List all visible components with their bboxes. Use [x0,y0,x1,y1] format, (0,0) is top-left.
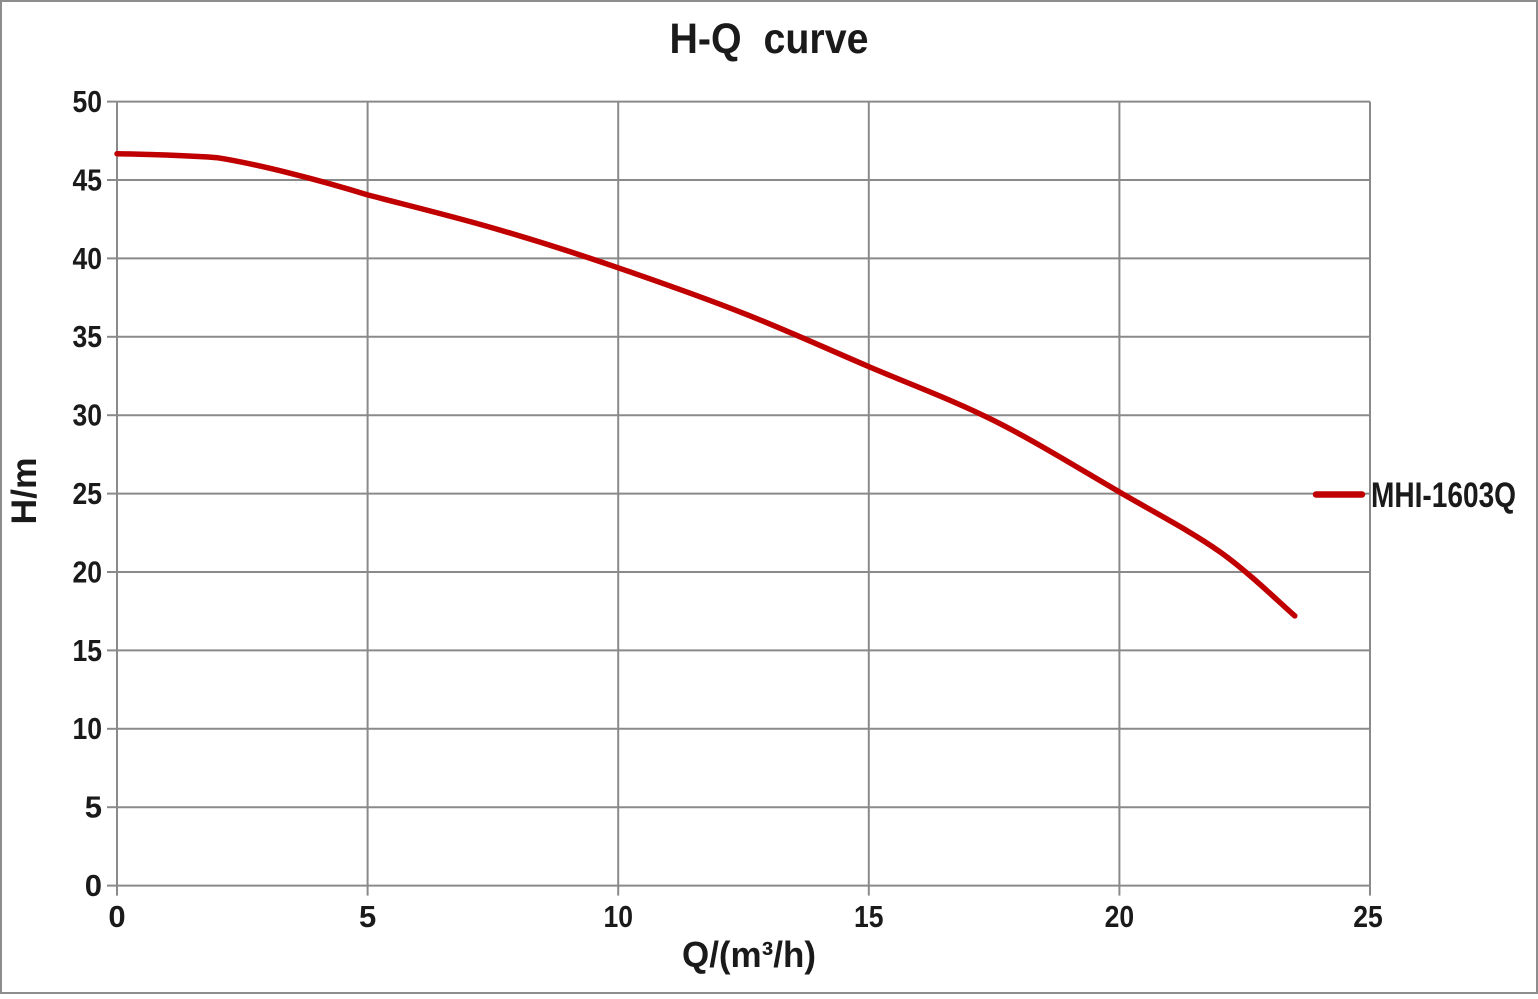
svg-text:40: 40 [73,241,103,276]
svg-text:H/m: H/m [5,458,44,525]
svg-text:0: 0 [108,899,125,934]
svg-text:10: 10 [603,899,633,934]
svg-text:0: 0 [85,868,102,903]
svg-text:50: 50 [73,84,103,119]
svg-text:5: 5 [359,899,376,934]
svg-text:15: 15 [73,633,103,668]
svg-text:35: 35 [73,319,103,354]
svg-text:30: 30 [73,398,103,433]
svg-text:20: 20 [73,554,103,589]
svg-text:25: 25 [1353,899,1383,934]
svg-text:45: 45 [73,162,103,197]
svg-text:5: 5 [85,790,102,825]
svg-text:H-Q curve: H-Q curve [670,15,869,63]
svg-text:Q/(m³/h): Q/(m³/h) [682,934,816,975]
svg-text:20: 20 [1105,899,1135,934]
svg-text:25: 25 [73,476,103,511]
svg-text:10: 10 [73,711,103,746]
svg-text:MHI-1603Q: MHI-1603Q [1371,476,1516,515]
svg-text:15: 15 [854,899,884,934]
